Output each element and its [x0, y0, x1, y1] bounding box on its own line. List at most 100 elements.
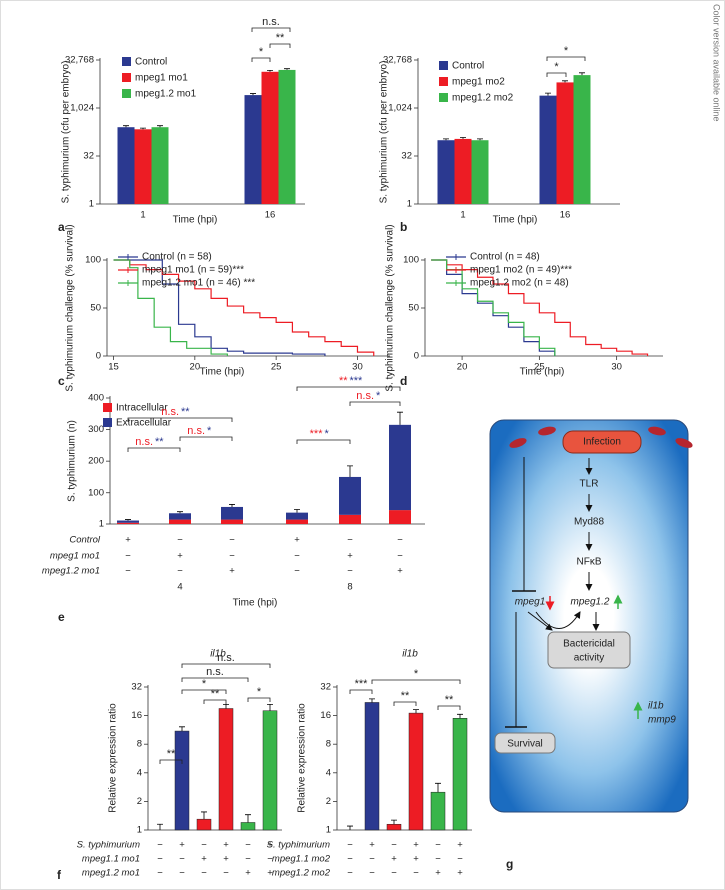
group-label: 4	[177, 582, 182, 593]
legend-swatch	[122, 57, 131, 66]
condition-label: mpeg1.2 mo2	[272, 868, 331, 879]
x-tick-label: 20	[457, 362, 468, 373]
condition-label: mpeg1.2 mo1	[82, 868, 140, 879]
condition-sign: −	[201, 840, 207, 851]
significance-label: **	[339, 375, 348, 387]
condition-sign: −	[435, 854, 441, 865]
condition-sign: −	[391, 868, 397, 879]
condition-sign: −	[347, 566, 353, 577]
condition-label: mpeg1.1 mo1	[82, 854, 140, 865]
significance-label: **	[167, 748, 176, 760]
x-tick-label: 25	[271, 362, 282, 373]
legend-swatch	[439, 77, 448, 86]
y-tick-label: 300	[88, 424, 104, 435]
error-bar	[579, 72, 585, 76]
error-bar	[460, 137, 466, 139]
significance-label: n.s.	[187, 425, 205, 437]
error-bar	[177, 511, 183, 514]
condition-sign: +	[201, 854, 207, 865]
condition-sign: +	[369, 840, 375, 851]
x-axis-label: Time (hpi)	[200, 367, 245, 378]
y-tick-label: 100	[88, 487, 104, 498]
diagram: Infection TLR Myd88 NFκB mpeg1 mpeg1.2 B…	[489, 419, 693, 813]
significance-bracket	[546, 56, 586, 61]
error-bar	[294, 509, 300, 513]
panel-letter: e	[58, 610, 65, 624]
bar	[221, 506, 243, 520]
error-bar	[477, 138, 483, 141]
condition-sign: −	[413, 868, 419, 879]
error-bar	[157, 125, 163, 128]
x-tick-label: 20	[190, 362, 201, 373]
significance-bracket	[247, 697, 271, 702]
condition-sign: +	[125, 535, 131, 546]
group-label: 8	[347, 582, 352, 593]
significance-bracket	[179, 436, 233, 441]
bar	[240, 822, 256, 831]
legend-label: Control (n = 58)	[142, 252, 212, 263]
bar	[430, 791, 446, 831]
condition-sign: −	[245, 840, 251, 851]
error-bar	[347, 465, 353, 477]
significance-label: *	[414, 668, 419, 680]
y-tick-label: 1	[89, 199, 94, 210]
significance-label: *	[554, 61, 559, 73]
bar	[244, 95, 262, 204]
error-bar	[267, 703, 273, 711]
y-tick-label: 1,024	[70, 103, 94, 114]
significance-bracket	[437, 705, 461, 710]
error-bar	[413, 709, 419, 714]
survival-label: Survival	[507, 739, 543, 750]
y-tick-label: 32	[320, 682, 331, 693]
significance-bracket	[251, 27, 291, 32]
error-bar	[347, 825, 353, 830]
significance-label: **	[211, 688, 220, 700]
x-tick-label: 16	[560, 210, 571, 221]
y-axis-label: S. typhimurium (cfu per embryo)	[61, 61, 72, 204]
error-bar	[284, 68, 290, 70]
significance-bracket	[269, 43, 291, 48]
significance-label: *	[376, 390, 381, 402]
condition-sign: −	[294, 551, 300, 562]
condition-sign: +	[245, 868, 251, 879]
significance-label: n.s.	[206, 666, 224, 678]
significance-bracket	[127, 447, 181, 452]
infection-label: Infection	[583, 437, 621, 448]
y-tick-label: 32	[401, 151, 412, 162]
condition-sign: −	[347, 535, 353, 546]
condition-sign: −	[157, 868, 163, 879]
condition-sign: −	[369, 868, 375, 879]
panel-letter: b	[400, 220, 407, 234]
gene-label: mmp9	[648, 715, 676, 726]
legend-label: mpeg1.2 mo1 (n = 46) ***	[142, 278, 255, 289]
condition-label: S. typhimurium	[77, 840, 140, 851]
panel-letter: c	[58, 374, 65, 388]
legend-swatch	[103, 403, 112, 412]
pathogen	[509, 438, 527, 448]
legend-swatch	[439, 61, 448, 70]
x-axis-label: Time (hpi)	[173, 215, 218, 226]
condition-sign: −	[245, 854, 251, 865]
error-bar	[179, 726, 185, 732]
y-tick-label: 16	[320, 710, 331, 721]
condition-sign: +	[294, 535, 300, 546]
y-tick-label: 1,024	[388, 103, 412, 114]
condition-sign: −	[223, 868, 229, 879]
survival-line	[113, 259, 228, 356]
panel-letter: f	[57, 868, 62, 882]
y-tick-label: 200	[88, 456, 104, 467]
condition-sign: +	[223, 854, 229, 865]
y-tick-label: 100	[403, 255, 419, 266]
bar	[174, 730, 190, 831]
bar	[408, 712, 424, 831]
condition-sign: −	[179, 854, 185, 865]
bar	[221, 519, 243, 524]
condition-sign: +	[457, 840, 463, 851]
condition-sign: −	[229, 551, 235, 562]
node-label: Myd88	[574, 517, 604, 528]
legend-label: Control	[452, 61, 484, 72]
y-tick-label: 2	[137, 796, 142, 807]
bar	[169, 513, 191, 520]
significance-label: *	[259, 46, 264, 58]
error-bar	[123, 125, 129, 128]
